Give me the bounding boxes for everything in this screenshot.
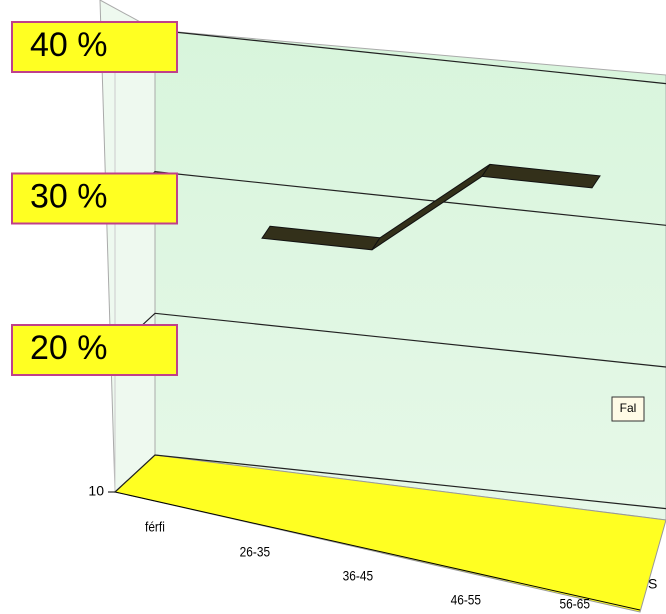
y-tick-box — [11, 21, 178, 73]
grid-line — [114, 454, 666, 510]
x-tick-label: 56-65 — [560, 596, 590, 612]
x-tick-label: 46-55 — [451, 592, 481, 608]
x-axis — [114, 491, 641, 611]
line-ribbon — [481, 163, 601, 189]
y-tick-label: 30 % — [30, 177, 108, 215]
x-tick-label: 26-35 — [240, 544, 270, 560]
side-wall — [99, 0, 156, 494]
y-tick-box — [11, 324, 178, 376]
y-tick-label: 40 % — [30, 26, 108, 64]
y-tick-box — [11, 172, 178, 225]
back-wall — [154, 29, 666, 521]
x-tick-label: 36-45 — [343, 568, 373, 584]
legend-cut: S — [648, 576, 657, 592]
y-tick-label: 20 % — [30, 329, 108, 367]
x-tick-label: férfi — [145, 519, 165, 535]
legend-box — [611, 396, 645, 422]
legend-label: Fal — [620, 401, 637, 415]
y-tick-label: 10 — [88, 483, 104, 499]
